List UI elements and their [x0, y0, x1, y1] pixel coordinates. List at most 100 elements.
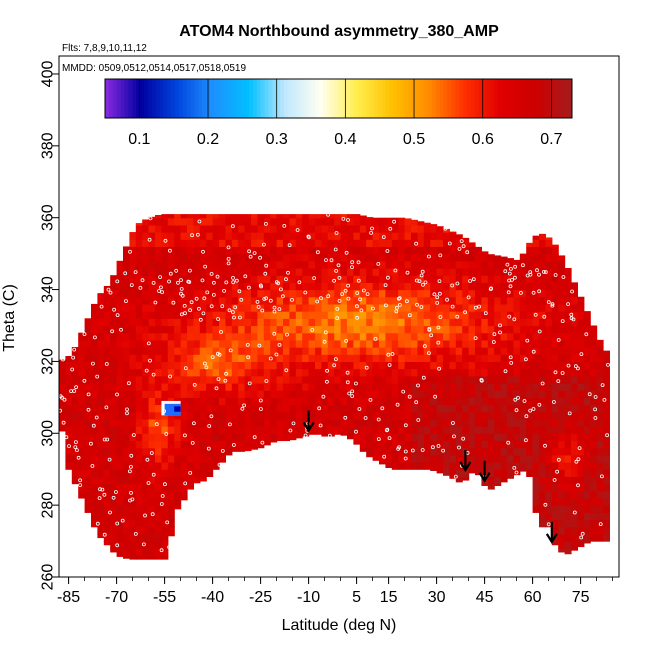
heatmap-cell [398, 325, 406, 334]
heatmap-cell [366, 375, 374, 384]
heatmap-cell [571, 490, 578, 499]
heatmap-cell [507, 347, 514, 355]
heatmap-cell [148, 339, 156, 348]
heatmap-cell [366, 361, 374, 370]
heatmap-cell [366, 217, 374, 226]
heatmap-cell [129, 440, 137, 449]
sample-point [553, 370, 558, 375]
sample-point [524, 357, 528, 362]
sample-point [567, 411, 572, 416]
heatmap-cell [142, 219, 150, 226]
heatmap-cell [206, 282, 214, 291]
heatmap-cell [302, 368, 310, 377]
heatmap-cell [148, 253, 156, 262]
heatmap-cell [238, 382, 246, 391]
sample-point [240, 406, 245, 411]
heatmap-cell [251, 224, 258, 233]
heatmap-cell [436, 289, 444, 298]
heatmap-cell [283, 246, 290, 255]
sample-point [385, 249, 390, 253]
heatmap-cell [206, 375, 214, 384]
heatmap-cell [551, 303, 559, 312]
heatmap-cell [244, 318, 252, 327]
heatmap-cell [519, 418, 527, 427]
heatmap-cell [257, 311, 265, 319]
heatmap-cell [97, 397, 105, 406]
heatmap-cell [308, 426, 316, 434]
heatmap-cell [372, 433, 380, 442]
heatmap-cell [206, 239, 214, 248]
heatmap-cell [551, 541, 559, 546]
heatmap-cell [603, 397, 610, 406]
heatmap-cell [583, 426, 591, 434]
heatmap-cell [276, 390, 284, 398]
sample-point [268, 356, 273, 361]
heatmap-cell [231, 426, 239, 434]
heatmap-cell [187, 368, 194, 377]
heatmap-cell [398, 311, 406, 319]
heatmap-cell [219, 418, 226, 427]
heatmap-cell [199, 404, 207, 413]
heatmap-cell [155, 519, 162, 528]
heatmap-cell [327, 404, 335, 413]
heatmap-cell [180, 382, 188, 391]
heatmap-cell [449, 390, 457, 398]
heatmap-cell [487, 469, 495, 477]
heatmap-cell [295, 318, 303, 327]
heatmap-cell [257, 390, 265, 398]
heatmap-cell [539, 426, 546, 434]
heatmap-cell [116, 447, 124, 456]
heatmap-cell [462, 282, 470, 291]
heatmap-cell [532, 347, 540, 355]
heatmap-cell [398, 433, 406, 442]
heatmap-cell [475, 246, 482, 255]
heatmap-cell [334, 390, 342, 398]
heatmap-cell [308, 214, 316, 219]
colorbar-segment [307, 79, 312, 118]
sample-point [524, 438, 528, 443]
heatmap-cell [167, 440, 175, 449]
sample-point [277, 307, 282, 312]
heatmap-cell [494, 375, 502, 384]
heatmap-cell [321, 296, 329, 305]
heatmap-cell [187, 462, 194, 470]
heatmap-cell [251, 440, 258, 449]
heatmap-cell [430, 311, 438, 319]
heatmap-cell [91, 368, 98, 377]
heatmap-cell [353, 418, 361, 427]
heatmap-cell [481, 375, 489, 384]
heatmap-cell [302, 418, 310, 427]
sample-point [288, 428, 293, 433]
heatmap-cell [308, 239, 316, 248]
heatmap-cell [430, 404, 438, 413]
heatmap-cell [116, 325, 124, 334]
heatmap-cell [199, 418, 207, 427]
sample-point [260, 308, 265, 313]
heatmap-cell [116, 476, 124, 485]
heatmap-cell [97, 433, 105, 442]
heatmap-cell [481, 303, 489, 312]
heatmap-cell [327, 361, 335, 370]
heatmap-cell [359, 246, 367, 255]
heatmap-cell [417, 339, 425, 348]
heatmap-cell [327, 382, 335, 391]
heatmap-cell [135, 447, 143, 456]
heatmap-cell [167, 275, 175, 283]
heatmap-cell [404, 418, 412, 427]
heatmap-cell [193, 404, 201, 413]
heatmap-cell [603, 476, 610, 485]
heatmap-cell [539, 440, 546, 449]
heatmap-cell [116, 382, 124, 391]
sample-point [202, 296, 207, 301]
sample-point [295, 228, 300, 232]
sample-point [533, 312, 538, 317]
heatmap-cell [539, 411, 546, 420]
colorbar-segment [533, 79, 538, 118]
heatmap-cell [135, 512, 143, 521]
heatmap-cell [84, 476, 92, 485]
heatmap-cell [148, 232, 156, 240]
heatmap-cell [142, 526, 150, 535]
heatmap-cell [231, 232, 239, 240]
heatmap-cell [481, 426, 489, 434]
heatmap-cell [539, 390, 546, 398]
